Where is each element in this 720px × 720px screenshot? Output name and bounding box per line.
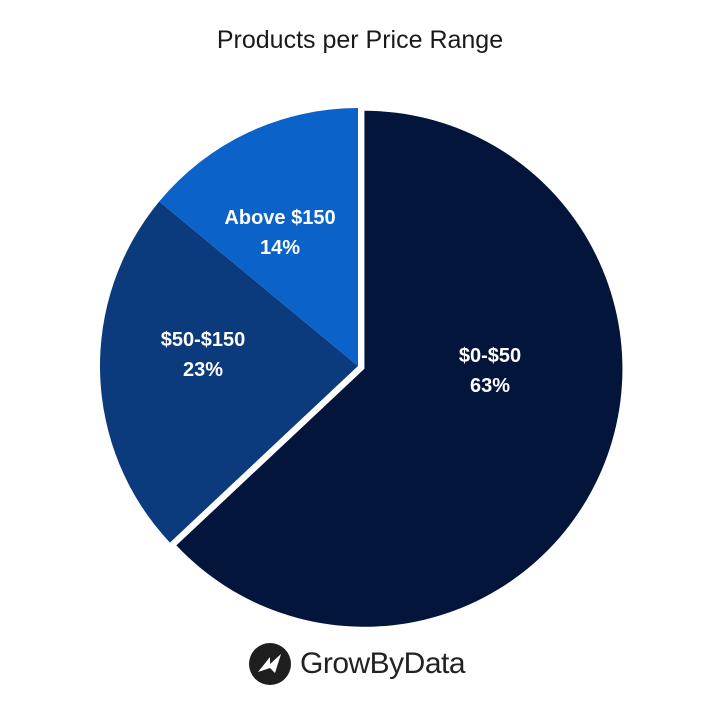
- slice-label-2: $50-$150: [161, 329, 246, 351]
- slice-label-3: Above $150: [224, 207, 335, 229]
- pie-slice-1: [176, 110, 623, 627]
- chart-title: Products per Price Range: [216, 26, 504, 54]
- pie-slice-2: [99, 201, 359, 543]
- brand-name: GrowByData: [300, 647, 466, 680]
- slice-percent-1: 63%: [470, 375, 510, 397]
- pie-slice-3: [159, 107, 358, 366]
- slice-label-1: $0-$50: [459, 345, 521, 367]
- slice-percent-3: 14%: [260, 237, 300, 259]
- slice-percent-2: 23%: [183, 359, 223, 381]
- brand-logo: GrowByData: [248, 638, 466, 690]
- growbydata-logo-icon: [249, 643, 291, 685]
